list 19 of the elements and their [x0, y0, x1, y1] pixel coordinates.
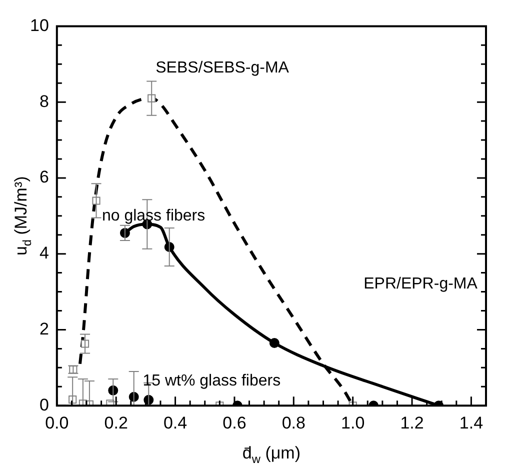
annotation: no glass fibers: [102, 207, 206, 224]
y-tick-label: 6: [39, 168, 49, 187]
y-tick-label: 4: [39, 244, 49, 263]
annotation: EPR/EPR-g-MA: [364, 276, 478, 293]
y-tick-label: 2: [39, 319, 49, 338]
x-tick-label: 1.2: [400, 413, 424, 432]
y-tick-label: 8: [39, 92, 49, 111]
x-tick-label: 0.6: [222, 413, 246, 432]
x-tick-label: 0.0: [45, 413, 69, 432]
x-tick-label: 1.0: [341, 413, 365, 432]
x-tick-label: 0.8: [282, 413, 306, 432]
x-tick-label: 1.4: [459, 413, 484, 432]
y-tick-label: 10: [30, 16, 49, 35]
x-tick-label: 0.2: [104, 413, 128, 432]
annotation: 15 wt% glass fibers: [142, 372, 281, 390]
x-tick-label: 0.4: [163, 413, 188, 432]
y-axis-title: ud (MJ/m³): [12, 176, 34, 256]
y-tick-label: 0: [39, 395, 49, 414]
annotation: SEBS/SEBS-g-MA: [156, 59, 290, 76]
